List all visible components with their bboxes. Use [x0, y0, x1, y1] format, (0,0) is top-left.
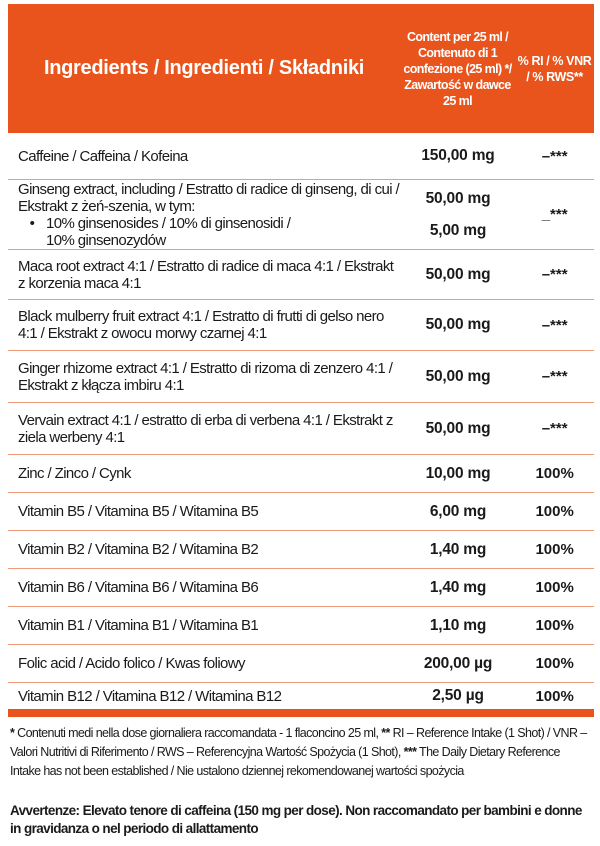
ingredient-name: Vitamin B12 / Vitamina B12 / Witamina B1… [18, 687, 282, 705]
bullet: • [29, 214, 35, 232]
table-header: Ingredients / Ingredienti / Składniki Co… [8, 4, 594, 133]
ingredient-ri: 100% [535, 465, 574, 482]
ingredient-name: Vitamin B2 / Vitamina B2 / Witamina B2 [18, 541, 259, 558]
footnote-mark: *** [403, 745, 417, 759]
ingredient-name: Black mulberry fruit extract 4:1 / Estra… [18, 308, 384, 342]
table-row: Ginger rhizome extract 4:1 / Estratto di… [8, 351, 594, 403]
table-row: Folic acid / Acido folico / Kwas foliowy… [8, 645, 594, 683]
ingredient-name: Caffeine / Caffeina / Kofeina [18, 147, 188, 165]
ingredient-amount: 150,00 mg [421, 147, 495, 164]
footnote-mark: ** [381, 726, 390, 740]
ingredient-ri: –*** [541, 316, 568, 334]
ingredient-name: Zinc / Zinco / Cynk [18, 465, 131, 482]
ingredient-name: Maca root extract 4:1 / Estratto di radi… [18, 257, 394, 292]
ingredient-ri: –*** [541, 368, 568, 385]
ingredient-amount: 50,00 mg [425, 419, 491, 437]
footnote-text: RI – Reference Intake (1 Shot) / VNR – V… [10, 726, 587, 759]
ingredient-amount: 2,50 µg [432, 687, 484, 704]
ingredient-amount: 10,00 mg [425, 464, 491, 482]
ingredient-name: Vitamin B5 / Vitamina B5 / Witamina B5 [18, 503, 259, 520]
warning-text: Avvertenze: Elevato tenore di caffeina (… [10, 803, 582, 836]
ingredient-name: Vervain extract 4:1 / estratto di erba d… [18, 411, 393, 446]
ingredient-ri: 100% [535, 617, 574, 634]
ingredient-ri: 100% [535, 655, 574, 672]
footnote-text: The Daily Dietary Reference Intake has n… [10, 745, 560, 778]
table-row: Zinc / Zinco / Cynk 10,00 mg 100% [8, 455, 594, 493]
sub-ingredient-name: 10% ginsenosides / 10% di ginsenosidi / … [46, 214, 291, 249]
ingredients-table: Ingredients / Ingredienti / Składniki Co… [8, 4, 594, 717]
ingredient-name: Folic acid / Acido folico / Kwas foliowy [18, 655, 246, 672]
table-row: Caffeine / Caffeina / Kofeina 150,00 mg –*… [8, 133, 594, 180]
ingredient-ri: _*** [541, 206, 568, 223]
table-row: Vitamin B12 / Vitamina B12 / Witamina B1… [8, 683, 594, 709]
ingredient-name: Ginger rhizome extract 4:1 / Estratto di… [18, 359, 393, 394]
ingredient-amount: 1,10 mg [429, 616, 487, 634]
sub-amount: 5,00 mg [429, 221, 487, 239]
ingredient-amount: 1,40 mg [429, 540, 487, 558]
ingredient-name: Ginseng extract, including / Estratto di… [8, 181, 401, 249]
amount-main: 50,00 mg [425, 189, 491, 207]
ingredient-main: Ginseng extract, including / Estratto di… [18, 180, 400, 215]
ingredient-amount: 50,00 mg [425, 316, 491, 333]
table-row: Vervain extract 4:1 / estratto di erba d… [8, 403, 594, 455]
header-content: Content per 25 ml / Contenuto di 1 confe… [403, 29, 512, 108]
table-row: Black mulberry fruit extract 4:1 / Estra… [8, 300, 594, 351]
ingredient-ri: 100% [535, 579, 574, 596]
table-row: Vitamin B6 / Vitamina B6 / Witamina B6 1,… [8, 569, 594, 607]
table-row: Vitamin B1 / Vitamina B1 / Witamina B1 1,… [8, 607, 594, 645]
ingredient-name: Vitamin B1 / Vitamina B1 / Witamina B1 [18, 617, 259, 634]
ingredient-amount: 1,40 mg [429, 578, 487, 596]
table-row: Maca root extract 4:1 / Estratto di radi… [8, 250, 594, 300]
header-ingredients: Ingredients / Ingredienti / Składniki [43, 57, 365, 79]
ingredient-ri: 100% [535, 541, 574, 558]
ingredient-ri: 100% [535, 503, 574, 520]
ingredient-amount: 50,00 mg [425, 367, 491, 385]
table-row: Vitamin B2 / Vitamina B2 / Witamina B2 1,… [8, 531, 594, 569]
footnote-mark: * [10, 726, 15, 740]
ingredient-ri: 100% [535, 687, 574, 705]
table-row: Ginseng extract, including / Estratto di… [8, 180, 594, 250]
ingredient-amount: 200,00 µg [423, 654, 493, 672]
footnote-text: Contenuti medi nella dose giornaliera ra… [14, 726, 382, 740]
sub-ingredient: • 10% ginsenosides / 10% di ginsenosidi /… [18, 215, 401, 249]
ingredient-amount: 50,00 mg 5,00 mg [401, 190, 516, 240]
ingredient-ri: –*** [541, 420, 568, 437]
ingredient-amount: 6,00 mg [429, 502, 487, 520]
ingredient-ri: –*** [541, 266, 568, 283]
ingredient-ri: –*** [541, 147, 568, 165]
table-bottom-bar [8, 709, 594, 717]
table-row: Vitamin B5 / Vitamina B5 / Witamina B5 6,… [8, 493, 594, 531]
ingredient-amount: 50,00 mg [425, 265, 491, 283]
footnote: * Contenuti medi nella dose giornaliera … [10, 724, 592, 781]
header-ri: % RI / % VNR / % RWS** [517, 53, 592, 84]
ingredient-name: Vitamin B6 / Vitamina B6 / Witamina B6 [18, 579, 259, 596]
